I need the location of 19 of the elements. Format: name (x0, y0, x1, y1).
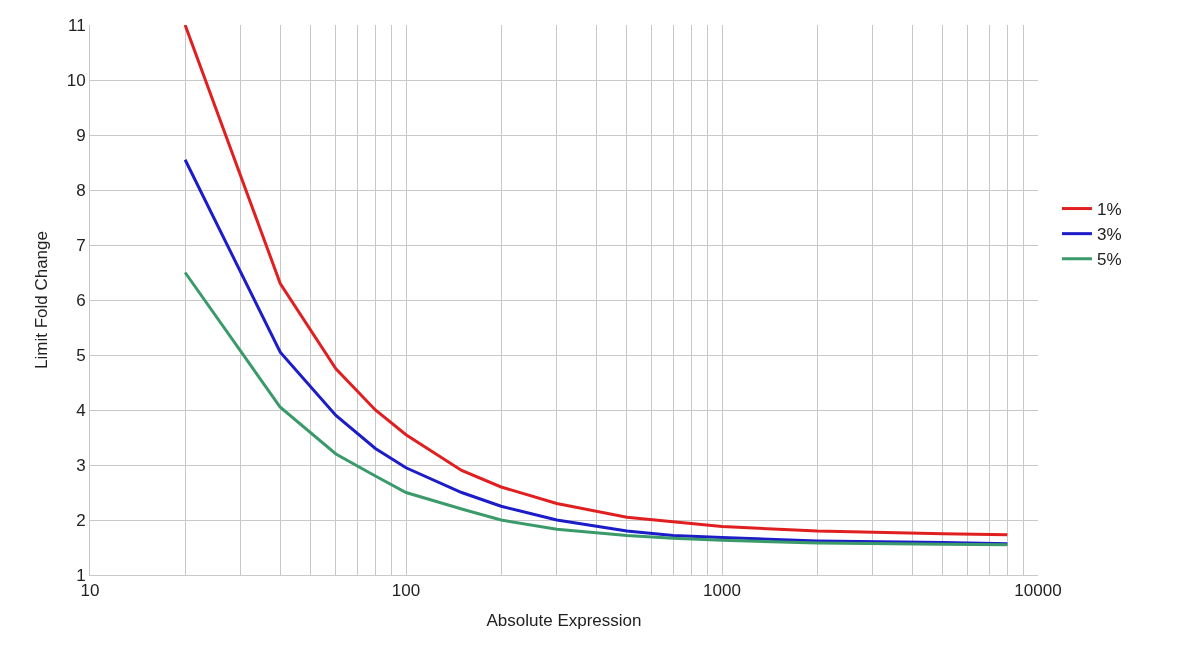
x-tick-label: 100 (391, 581, 421, 601)
y-axis-title: Limit Fold Change (32, 231, 52, 369)
x-tick-label: 10000 (1014, 581, 1062, 601)
y-tick-label: 9 (76, 125, 86, 145)
x-axis-title: Absolute Expression (486, 610, 642, 630)
y-tick-label: 2 (76, 510, 86, 530)
legend-label: 1% (1096, 200, 1122, 220)
x-tick-label: 1000 (703, 581, 741, 601)
y-tick-label: 4 (76, 400, 86, 420)
legend-label: 5% (1096, 250, 1122, 270)
y-tick-label: 6 (76, 290, 86, 310)
y-tick-label: 11 (67, 15, 86, 35)
y-tick-label: 3 (76, 455, 86, 475)
y-tick-label: 10 (66, 70, 86, 90)
y-tick-label: 8 (76, 180, 86, 200)
y-tick-label: 7 (76, 235, 86, 255)
legend-label: 3% (1096, 225, 1122, 245)
y-tick-label: 1 (76, 565, 86, 585)
y-tick-label: 5 (76, 345, 86, 365)
